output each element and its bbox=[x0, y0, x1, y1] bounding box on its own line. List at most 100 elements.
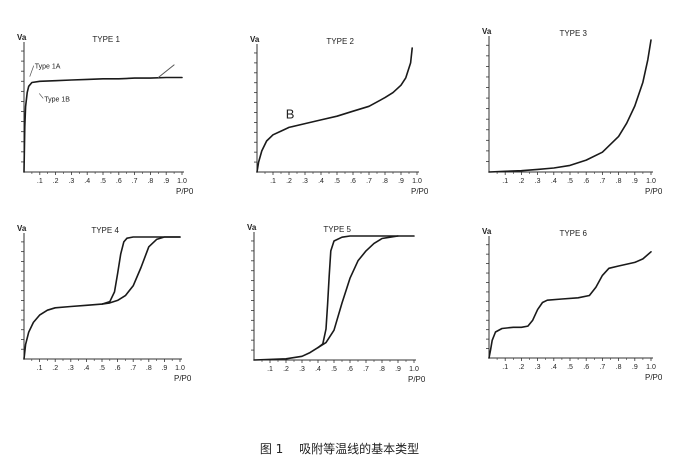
x-tick-label: .9 bbox=[161, 365, 167, 372]
chart-type-5: .1 .2 .3 .4 .5 .6 .7 .8 .9 1.0 TYPE 5 Va P/P0 bbox=[247, 223, 426, 384]
x-tick-label: 1.0 bbox=[412, 178, 422, 185]
y-axis-label: Va bbox=[17, 33, 27, 42]
series-curve bbox=[317, 235, 399, 349]
x-tick-label: .8 bbox=[146, 365, 152, 372]
annotation-pointer bbox=[38, 93, 44, 99]
x-tick-label: .2 bbox=[518, 178, 524, 185]
x-tick-label: .1 bbox=[270, 178, 276, 185]
x-axis-label: P/P0 bbox=[411, 187, 429, 196]
x-tick-label: 1.0 bbox=[175, 365, 185, 372]
x-tick-label: .2 bbox=[53, 178, 59, 185]
x-tick-label: .7 bbox=[599, 178, 605, 185]
x-tick-label: .2 bbox=[518, 364, 524, 371]
x-tick-label: .4 bbox=[551, 364, 557, 371]
x-tick-label: .5 bbox=[99, 365, 105, 372]
x-tick-label: .7 bbox=[366, 178, 372, 185]
x-tick-label: .8 bbox=[147, 178, 153, 185]
chart-title: TYPE 6 bbox=[559, 229, 587, 238]
x-tick-label: .8 bbox=[382, 178, 388, 185]
x-axis-label: P/P0 bbox=[176, 187, 194, 196]
y-axis-label: Va bbox=[482, 27, 492, 36]
x-axis-label: P/P0 bbox=[645, 373, 663, 382]
x-tick-label: .5 bbox=[331, 366, 337, 373]
annotation-pointer bbox=[29, 65, 35, 77]
x-tick-label: .8 bbox=[616, 364, 622, 371]
y-axis-label: Va bbox=[17, 224, 27, 233]
x-tick-label: 1.0 bbox=[409, 366, 419, 373]
x-tick-label: .4 bbox=[84, 178, 90, 185]
y-axis-label: Va bbox=[482, 227, 492, 236]
x-tick-label: .1 bbox=[267, 366, 273, 373]
x-tick-label: .8 bbox=[616, 178, 622, 185]
x-tick-label: 1.0 bbox=[646, 178, 656, 185]
series-curve bbox=[253, 235, 415, 361]
x-axis-label: P/P0 bbox=[645, 187, 663, 196]
x-tick-label: .2 bbox=[283, 366, 289, 373]
x-tick-label: .4 bbox=[318, 178, 324, 185]
x-tick-label: .5 bbox=[567, 364, 573, 371]
x-tick-label: .6 bbox=[350, 178, 356, 185]
annotation-label: B bbox=[286, 107, 295, 122]
x-tick-label: .3 bbox=[535, 364, 541, 371]
series-curve bbox=[157, 64, 175, 78]
x-tick-label: .3 bbox=[302, 178, 308, 185]
chart-title: TYPE 3 bbox=[559, 29, 587, 38]
series-curve bbox=[23, 236, 181, 360]
figure-title: 吸附等温线的基本类型 bbox=[299, 442, 420, 456]
x-tick-label: .6 bbox=[115, 365, 121, 372]
x-tick-label: .1 bbox=[502, 364, 508, 371]
x-tick-label: .4 bbox=[551, 178, 557, 185]
x-tick-label: .3 bbox=[299, 366, 305, 373]
x-axis-label: P/P0 bbox=[174, 374, 192, 383]
x-tick-label: 1.0 bbox=[177, 178, 187, 185]
series-curve bbox=[488, 39, 652, 173]
x-tick-label: .4 bbox=[83, 365, 89, 372]
x-tick-label: .2 bbox=[286, 178, 292, 185]
x-tick-label: .4 bbox=[315, 366, 321, 373]
x-tick-label: .2 bbox=[52, 365, 58, 372]
x-tick-label: .5 bbox=[100, 178, 106, 185]
x-tick-label: .6 bbox=[347, 366, 353, 373]
x-tick-label: .1 bbox=[37, 178, 43, 185]
annotation-label: Type 1A bbox=[35, 64, 61, 71]
x-tick-label: .9 bbox=[398, 178, 404, 185]
chart-title: TYPE 4 bbox=[91, 226, 119, 235]
x-tick-label: .5 bbox=[567, 178, 573, 185]
x-axis-label: P/P0 bbox=[408, 375, 426, 384]
x-tick-label: .9 bbox=[632, 364, 638, 371]
x-tick-label: .1 bbox=[37, 365, 43, 372]
x-tick-label: .7 bbox=[132, 178, 138, 185]
x-tick-label: .8 bbox=[379, 366, 385, 373]
chart-title: TYPE 5 bbox=[323, 225, 351, 234]
x-tick-label: .1 bbox=[502, 178, 508, 185]
series-curve bbox=[488, 251, 652, 359]
x-tick-label: .6 bbox=[583, 178, 589, 185]
x-tick-label: .3 bbox=[535, 178, 541, 185]
x-tick-label: .6 bbox=[583, 364, 589, 371]
x-tick-label: .7 bbox=[599, 364, 605, 371]
annotation-label: Type 1B bbox=[44, 96, 70, 103]
chart-type-3: .1 .2 .3 .4 .5 .6 .7 .8 .9 1.0 TYPE 3 Va P/P0 bbox=[482, 27, 663, 196]
x-tick-label: .9 bbox=[395, 366, 401, 373]
chart-type-1: .1 .2 .3 .4 .5 .6 .7 .8 .9 1.0 TYPE 1 Va P/P0 Type 1A… bbox=[17, 33, 194, 196]
series-curve bbox=[256, 47, 413, 173]
y-axis-label: Va bbox=[250, 35, 260, 44]
x-tick-label: .9 bbox=[163, 178, 169, 185]
series-curve bbox=[23, 76, 183, 173]
x-tick-label: .3 bbox=[68, 365, 74, 372]
chart-type-4: .1 .2 .3 .4 .5 .6 .7 .8 .9 1.0 TYPE 4 Va P/P0 bbox=[17, 224, 192, 383]
x-tick-label: .3 bbox=[68, 178, 74, 185]
x-tick-label: .7 bbox=[130, 365, 136, 372]
x-tick-label: 1.0 bbox=[646, 364, 656, 371]
figure-caption: 图 1 吸附等温线的基本类型 bbox=[0, 440, 679, 457]
chart-type-2: .1 .2 .3 .4 .5 .6 .7 .8 .9 1.0 TYPE 2 Va P/P0 B bbox=[250, 35, 429, 196]
chart-title: TYPE 2 bbox=[326, 37, 354, 46]
x-tick-label: .5 bbox=[334, 178, 340, 185]
figure-number: 图 1 bbox=[259, 442, 284, 456]
x-tick-label: .6 bbox=[116, 178, 122, 185]
chart-type-6: .1 .2 .3 .4 .5 .6 .7 .8 .9 1.0 TYPE 6 Va P/P0 bbox=[482, 227, 663, 382]
x-tick-label: .7 bbox=[363, 366, 369, 373]
x-tick-label: .9 bbox=[632, 178, 638, 185]
y-axis-label: Va bbox=[247, 223, 257, 232]
